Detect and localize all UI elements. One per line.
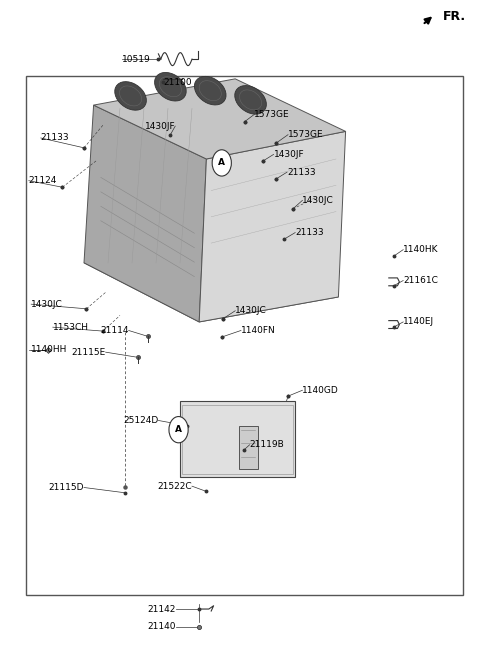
- Ellipse shape: [194, 76, 226, 105]
- Text: 1140FN: 1140FN: [241, 326, 276, 335]
- Text: 21133: 21133: [295, 228, 324, 237]
- Text: 1140EJ: 1140EJ: [403, 317, 434, 327]
- Text: A: A: [218, 158, 225, 168]
- Circle shape: [169, 417, 188, 443]
- Text: 1140HH: 1140HH: [31, 345, 68, 354]
- Polygon shape: [199, 131, 346, 322]
- Text: 21115E: 21115E: [72, 348, 106, 357]
- Text: 1153CH: 1153CH: [53, 323, 89, 332]
- Text: 1430JC: 1430JC: [302, 196, 334, 205]
- Text: 21115D: 21115D: [48, 483, 84, 492]
- Text: 1430JC: 1430JC: [31, 300, 63, 309]
- Text: A: A: [175, 425, 182, 434]
- Polygon shape: [84, 105, 206, 322]
- Ellipse shape: [155, 72, 186, 101]
- Bar: [239, 426, 258, 469]
- Bar: [180, 401, 295, 477]
- Text: 25124D: 25124D: [123, 416, 158, 425]
- Bar: [26, 76, 463, 595]
- Ellipse shape: [235, 85, 266, 114]
- Polygon shape: [84, 230, 338, 322]
- Text: 21142: 21142: [147, 604, 176, 614]
- Text: 1140HK: 1140HK: [403, 245, 439, 254]
- Text: 21100: 21100: [163, 78, 192, 87]
- Text: 21133: 21133: [287, 168, 316, 177]
- Text: 21124: 21124: [29, 176, 57, 185]
- Text: 21133: 21133: [41, 133, 70, 143]
- Text: 10519: 10519: [122, 55, 151, 64]
- Text: 21522C: 21522C: [157, 482, 192, 491]
- Circle shape: [212, 150, 231, 176]
- FancyArrowPatch shape: [424, 18, 431, 24]
- Text: FR.: FR.: [443, 10, 466, 23]
- Text: 21161C: 21161C: [403, 276, 438, 285]
- Text: 21140: 21140: [147, 622, 176, 631]
- Bar: [182, 405, 293, 474]
- Ellipse shape: [115, 81, 146, 110]
- Polygon shape: [94, 79, 346, 159]
- Text: 1140GD: 1140GD: [302, 386, 339, 395]
- Text: 1573GE: 1573GE: [254, 110, 290, 119]
- Text: 21114: 21114: [100, 326, 129, 335]
- Text: 1573GE: 1573GE: [288, 130, 324, 139]
- Text: 1430JF: 1430JF: [274, 150, 304, 159]
- Text: 1430JC: 1430JC: [235, 306, 267, 315]
- Text: 21119B: 21119B: [250, 440, 284, 449]
- Text: 1430JF: 1430JF: [144, 122, 175, 131]
